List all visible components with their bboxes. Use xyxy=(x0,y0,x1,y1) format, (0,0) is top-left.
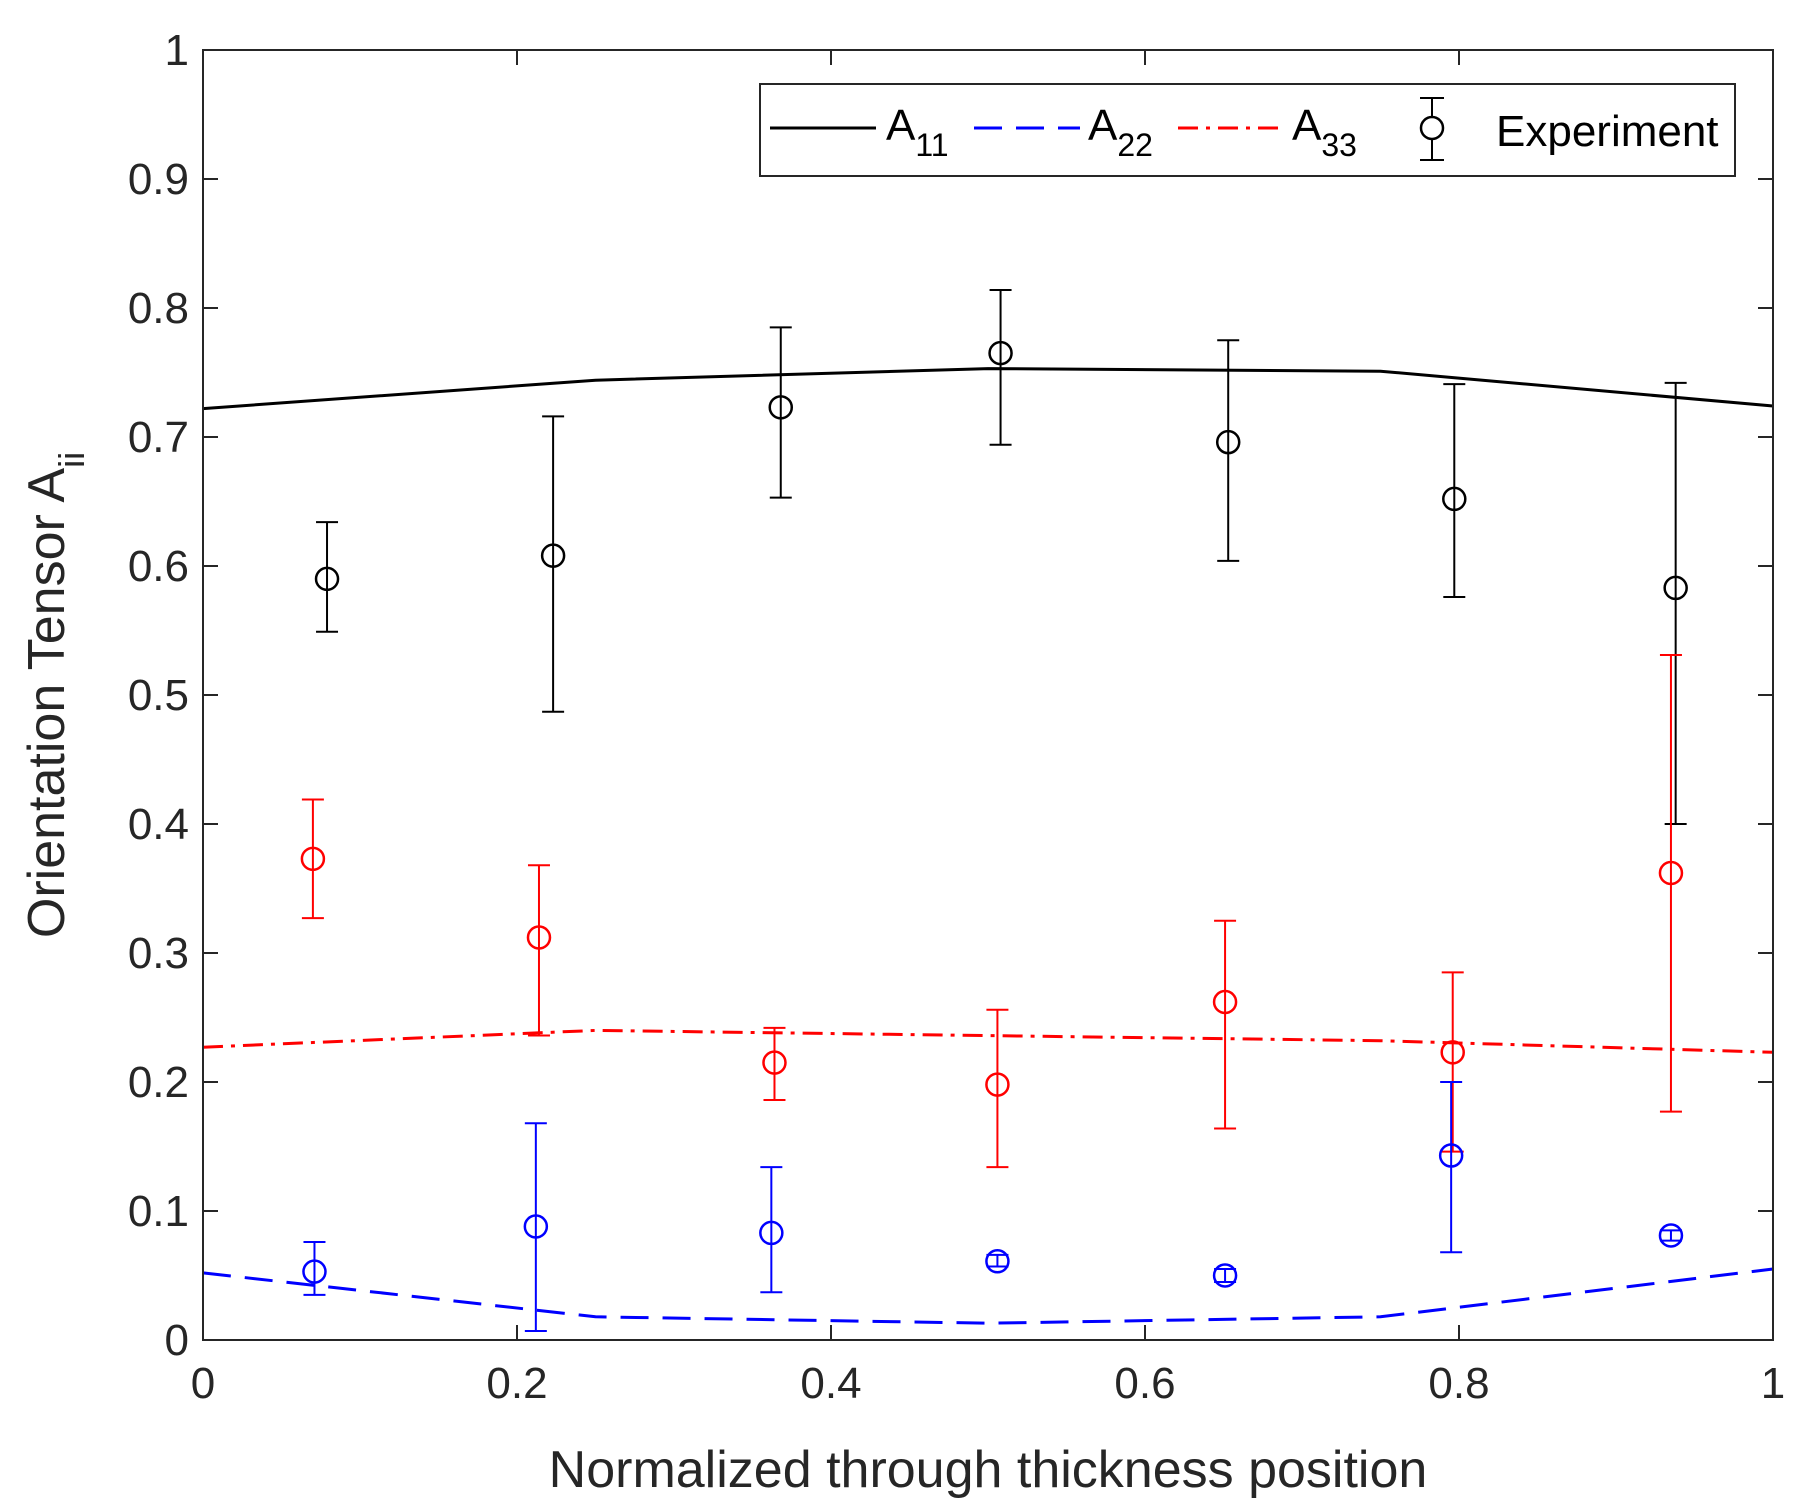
y-tick-label: 0.8 xyxy=(128,284,189,333)
errorbar-point xyxy=(1442,383,1467,598)
x-tick-label: 0.4 xyxy=(800,1359,861,1408)
errorbar-point xyxy=(1658,1223,1684,1248)
errorbar-point xyxy=(1212,919,1238,1130)
legend: A11 A22 A33 Experiment xyxy=(759,83,1736,177)
errorbar-point xyxy=(1438,1081,1464,1254)
data-point xyxy=(540,543,566,568)
errorbar-point xyxy=(314,521,340,633)
errorbar-point xyxy=(762,1026,787,1102)
y-tick-label: 0.1 xyxy=(128,1187,189,1236)
plot-background xyxy=(203,50,1773,1340)
y-tick-label: 0 xyxy=(165,1316,189,1365)
errorbar-point xyxy=(988,288,1013,446)
data-point xyxy=(1442,486,1467,512)
data-point xyxy=(985,1249,1010,1274)
data-point xyxy=(523,1214,549,1239)
data-point xyxy=(988,340,1013,366)
legend-box xyxy=(759,83,1736,177)
errorbar-point xyxy=(300,798,326,920)
series-line-2 xyxy=(202,1028,1774,1054)
x-tick-label: 1 xyxy=(1761,1359,1785,1408)
data-point xyxy=(1663,575,1688,601)
model-lines xyxy=(202,367,1774,1325)
data-point xyxy=(1658,860,1684,886)
legend-label-experiment: Experiment xyxy=(1496,107,1719,156)
y-tick-label: 0.9 xyxy=(128,155,189,204)
y-axis-label: Orientation Tensor Aii xyxy=(18,452,92,938)
legend-label-a11: A11 xyxy=(886,101,949,163)
data-point xyxy=(300,846,326,872)
y-tick-label: 0.6 xyxy=(128,542,189,591)
series-line-0 xyxy=(202,367,1774,411)
x-tick-label: 0.8 xyxy=(1428,1359,1489,1408)
x-axis-label: Normalized through thickness position xyxy=(549,1441,1428,1499)
tick-labels: 0 0.2 0.4 0.6 0.8 1 0 0.1 0.2 0.3 0.4 0.5 0.6 0.7 0.8 0… xyxy=(128,26,1785,1408)
data-point xyxy=(985,1072,1010,1097)
series-line-1 xyxy=(202,1267,1774,1325)
legend-swatch-experiment xyxy=(1419,97,1445,161)
y-tick-label: 1 xyxy=(165,26,189,75)
y-tick-label: 0.7 xyxy=(128,413,189,462)
data-point xyxy=(1658,1223,1684,1248)
data-point xyxy=(314,566,340,592)
errorbar-point xyxy=(985,1008,1010,1169)
legend-label-a33: A33 xyxy=(1292,101,1357,163)
errorbar-point xyxy=(1215,339,1241,562)
errorbar-point xyxy=(1212,1263,1238,1288)
y-tick-label: 0.2 xyxy=(128,1058,189,1107)
data-point xyxy=(1440,1040,1465,1065)
errorbar-point xyxy=(302,1240,327,1296)
x-tick-label: 0 xyxy=(191,1359,215,1408)
plot-frame xyxy=(202,49,1774,1341)
data-point xyxy=(759,1220,784,1246)
data-point xyxy=(1215,429,1241,455)
y-tick-label: 0.3 xyxy=(128,929,189,978)
errorbar-point xyxy=(526,864,552,1037)
legend-label-a22: A22 xyxy=(1088,101,1153,163)
data-point xyxy=(1212,989,1238,1015)
x-tick-label: 0.6 xyxy=(1114,1359,1175,1408)
errorbar-point xyxy=(540,415,566,713)
data-point xyxy=(768,395,794,420)
errorbar-point xyxy=(523,1122,549,1332)
data-point xyxy=(762,1050,787,1075)
errorbar-point xyxy=(768,326,794,499)
errorbar-point xyxy=(985,1249,1010,1274)
y-tick-label: 0.5 xyxy=(128,671,189,720)
y-tick-label: 0.4 xyxy=(128,800,189,849)
data-point xyxy=(1212,1263,1238,1288)
x-tick-label: 0.2 xyxy=(486,1359,547,1408)
experiment-errorbars xyxy=(300,288,1688,1332)
errorbar-point xyxy=(1663,381,1688,825)
errorbar-point xyxy=(759,1166,784,1294)
data-point xyxy=(302,1259,327,1284)
data-point xyxy=(1438,1143,1464,1168)
errorbar-point xyxy=(1658,654,1684,1113)
data-point xyxy=(526,925,552,950)
errorbar-point xyxy=(1440,971,1465,1153)
